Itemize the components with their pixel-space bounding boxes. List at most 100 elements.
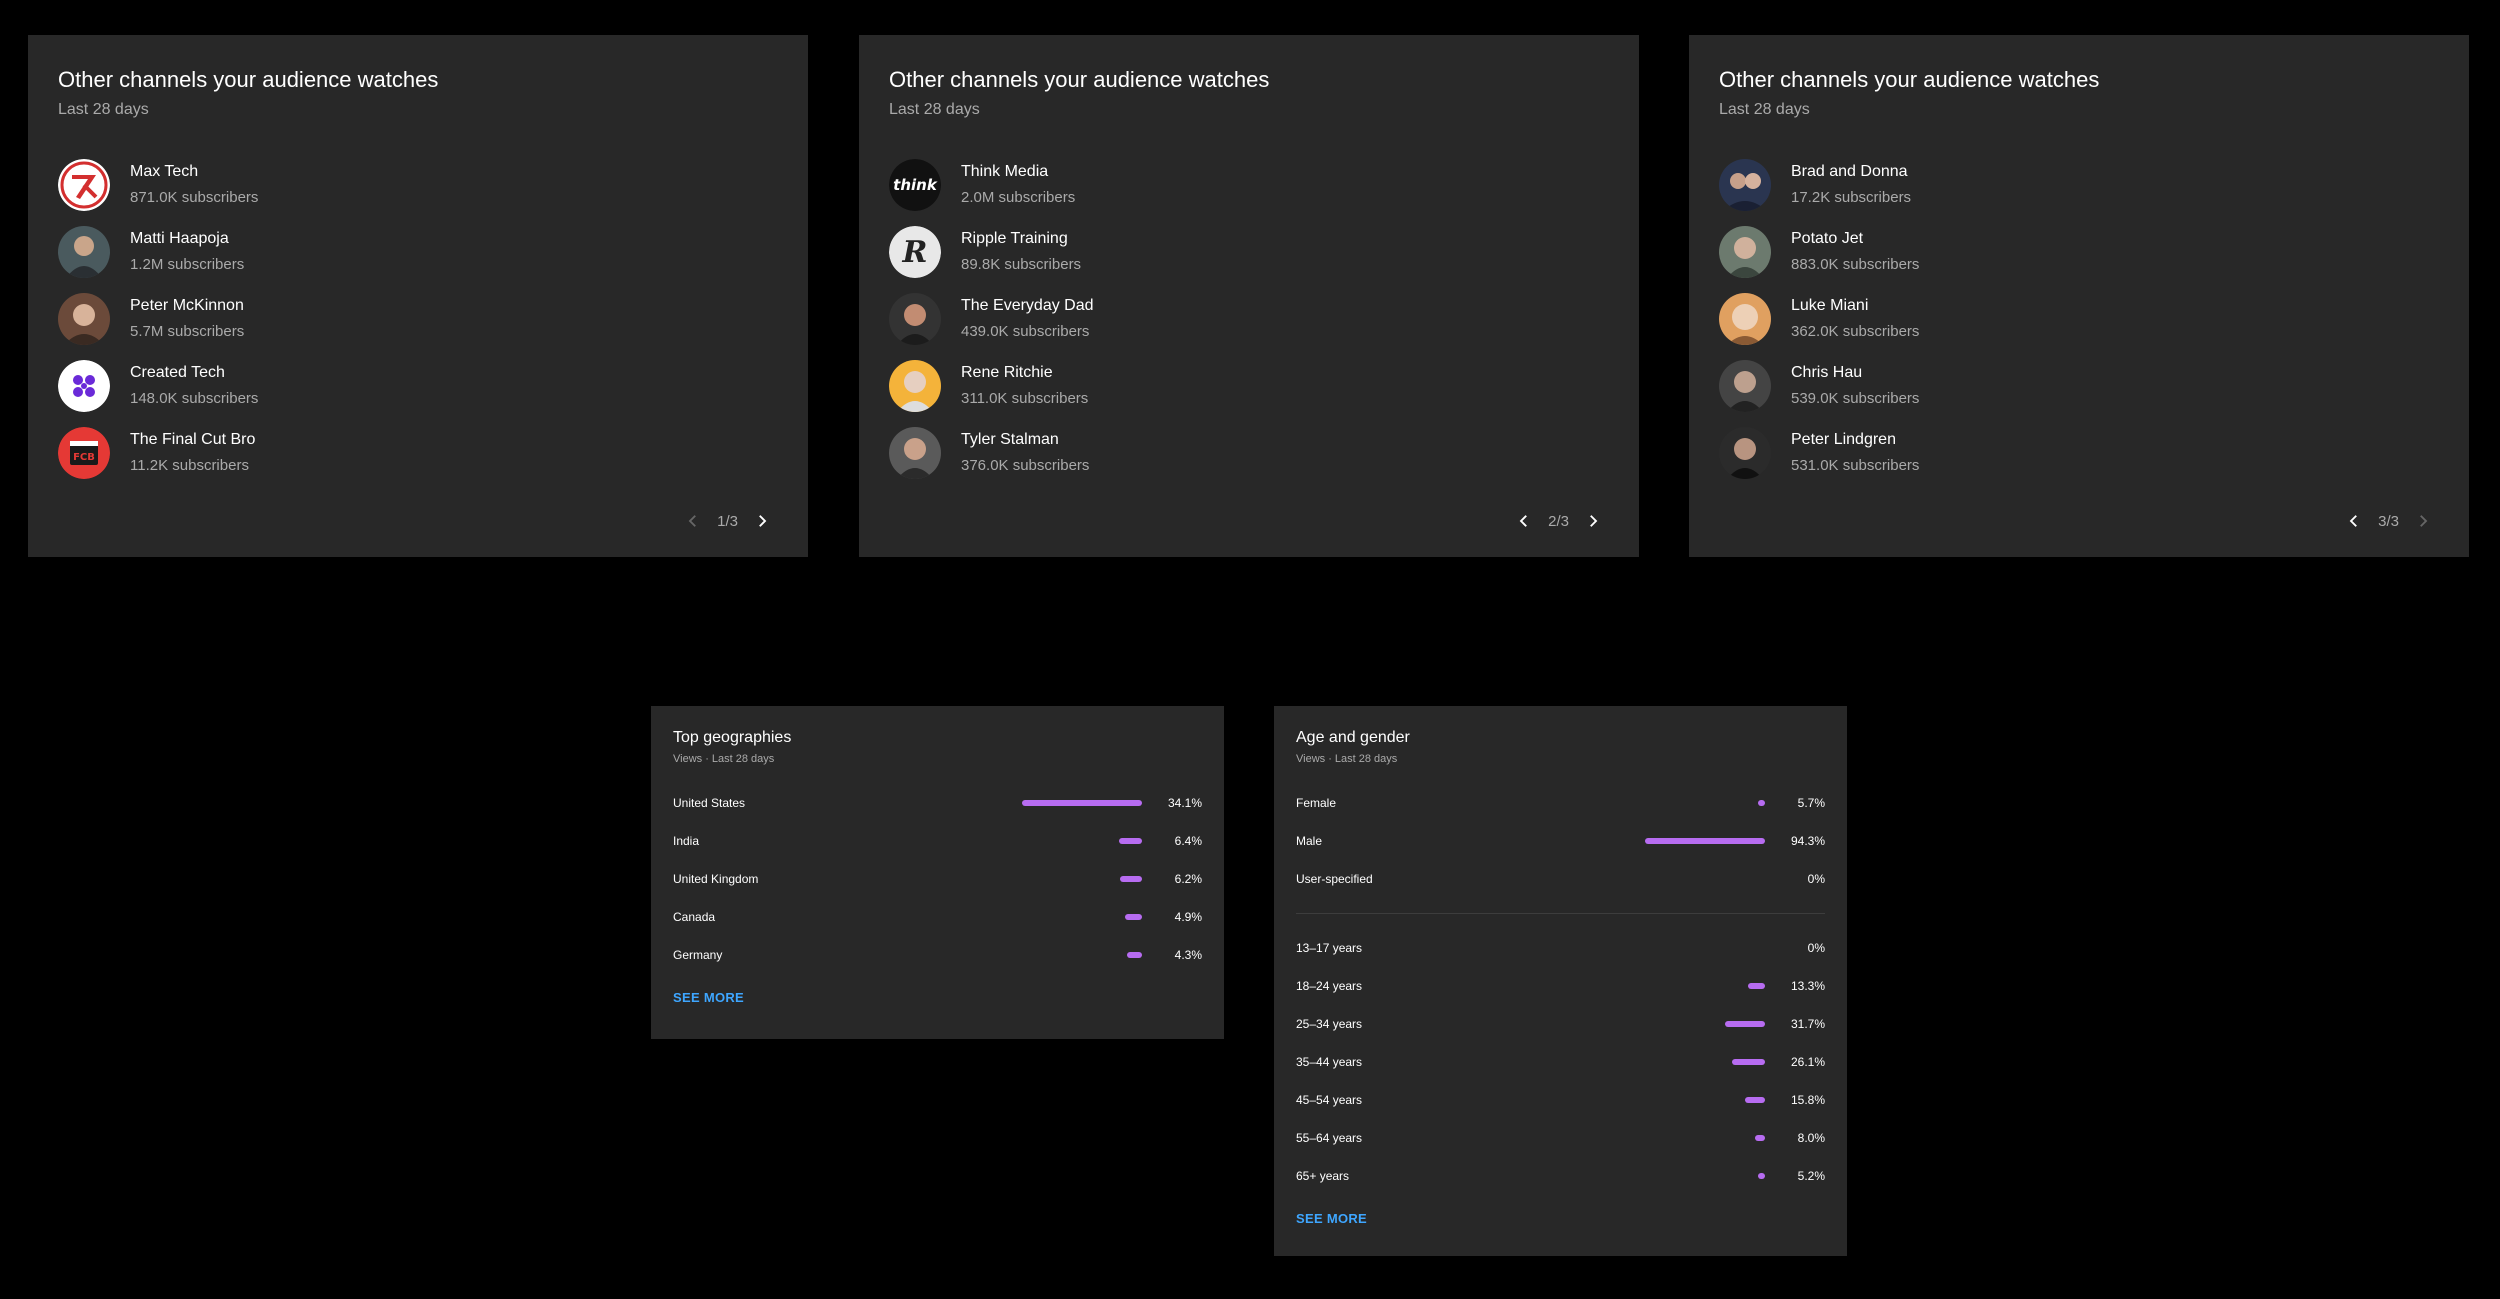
bar-track	[1645, 800, 1765, 806]
channel-name[interactable]: Think Media	[961, 162, 1049, 180]
channel-item[interactable]: Created Tech 148.0K subscribers	[58, 352, 778, 419]
channel-item[interactable]: Peter McKinnon 5.7M subscribers	[58, 285, 778, 352]
value-bar	[1724, 1021, 1765, 1027]
channel-name[interactable]: The Final Cut Bro	[130, 430, 256, 448]
channel-item[interactable]: FCB The Final Cut Bro 11.2K subscribers	[58, 419, 778, 486]
channel-name[interactable]: Luke Miani	[1791, 296, 1869, 314]
stat-value: 15.8%	[1790, 1093, 1825, 1107]
stat-label: Female	[1296, 796, 1337, 810]
channel-subscribers: 871.0K subscribers	[130, 188, 259, 206]
channel-item[interactable]: think Think Media 2.0M subscribers	[889, 151, 1609, 218]
channel-name[interactable]: Created Tech	[130, 363, 225, 381]
channel-name[interactable]: Chris Hau	[1791, 363, 1863, 381]
channel-subscribers: 376.0K subscribers	[961, 456, 1090, 474]
channel-name[interactable]: Rene Ritchie	[961, 363, 1053, 381]
channel-item[interactable]: Luke Miani 362.0K subscribers	[1719, 285, 2439, 352]
channel-list: think Think Media 2.0M subscribers R Rip…	[889, 151, 1609, 486]
pager: 1/3	[677, 505, 778, 537]
stat-value: 4.9%	[1174, 910, 1202, 924]
prev-page-button[interactable]	[677, 505, 709, 537]
page-indicator: 3/3	[2378, 512, 2399, 530]
channel-subscribers: 89.8K subscribers	[961, 255, 1082, 273]
next-page-button[interactable]	[2407, 505, 2439, 537]
stat-value: 34.1%	[1167, 796, 1202, 810]
chevron-left-icon	[2349, 515, 2358, 527]
bar-track	[1022, 838, 1142, 844]
channel-name[interactable]: Peter McKinnon	[130, 296, 244, 314]
person-avatar	[58, 225, 110, 278]
channel-item[interactable]: Peter Lindgren 531.0K subscribers	[1719, 419, 2439, 486]
card-title: Other channels your audience watches	[58, 67, 439, 92]
stat-value: 5.7%	[1797, 796, 1825, 810]
stat-label: 18–24 years	[1296, 979, 1363, 993]
channel-item[interactable]: The Everyday Dad 439.0K subscribers	[889, 285, 1609, 352]
svg-text:think: think	[893, 176, 938, 194]
stat-label: Canada	[673, 910, 716, 924]
channel-item[interactable]: Matti Haapoja 1.2M subscribers	[58, 218, 778, 285]
stat-label: 35–44 years	[1296, 1055, 1363, 1069]
value-bar	[1754, 1135, 1765, 1141]
stat-label: 25–34 years	[1296, 1017, 1363, 1031]
page-indicator: 2/3	[1548, 512, 1569, 530]
next-page-button[interactable]	[1577, 505, 1609, 537]
channel-name[interactable]: Tyler Stalman	[961, 430, 1059, 448]
channel-name[interactable]: Brad and Donna	[1791, 162, 1908, 180]
channel-name[interactable]: Ripple Training	[961, 229, 1068, 247]
card-title: Top geographies	[673, 729, 792, 746]
card-subtitle: Last 28 days	[889, 101, 980, 118]
channel-item[interactable]: Potato Jet 883.0K subscribers	[1719, 218, 2439, 285]
channel-name[interactable]: The Everyday Dad	[961, 296, 1094, 314]
channel-item[interactable]: Chris Hau 539.0K subscribers	[1719, 352, 2439, 419]
stat-label: Male	[1296, 834, 1323, 848]
channel-subscribers: 539.0K subscribers	[1791, 389, 1920, 407]
stat-value: 8.0%	[1797, 1131, 1825, 1145]
channel-item[interactable]: Max Tech 871.0K subscribers	[58, 151, 778, 218]
channel-name[interactable]: Matti Haapoja	[130, 229, 229, 247]
channel-item[interactable]: Tyler Stalman 376.0K subscribers	[889, 419, 1609, 486]
channel-name[interactable]: Max Tech	[130, 162, 199, 180]
see-more-link[interactable]: SEE MORE	[1296, 1211, 1368, 1226]
channel-subscribers: 1.2M subscribers	[130, 255, 245, 273]
stat-value: 31.7%	[1790, 1017, 1825, 1031]
stat-row: 65+ years 5.2%	[1296, 1157, 1825, 1195]
card-subtitle: Views · Last 28 days	[673, 753, 775, 765]
channel-subscribers: 883.0K subscribers	[1791, 255, 1920, 273]
card-title: Other channels your audience watches	[1719, 67, 2100, 92]
stat-label: 45–54 years	[1296, 1093, 1363, 1107]
stat-row: 18–24 years 13.3%	[1296, 967, 1825, 1005]
stat-value: 4.3%	[1174, 948, 1202, 962]
stat-value: 13.3%	[1790, 979, 1825, 993]
prev-page-button[interactable]	[2338, 505, 2370, 537]
chevron-right-icon	[2420, 515, 2428, 527]
value-bar	[1744, 1097, 1765, 1103]
next-page-button[interactable]	[746, 505, 778, 537]
chevron-right-icon	[759, 515, 767, 527]
channel-name[interactable]: Potato Jet	[1791, 229, 1864, 247]
channel-name[interactable]: Peter Lindgren	[1791, 430, 1896, 448]
channel-item[interactable]: R Ripple Training 89.8K subscribers	[889, 218, 1609, 285]
svg-text:R: R	[902, 235, 928, 270]
see-more-link[interactable]: SEE MORE	[673, 990, 745, 1005]
channel-item[interactable]: Rene Ritchie 311.0K subscribers	[889, 352, 1609, 419]
stat-row: 35–44 years 26.1%	[1296, 1043, 1825, 1081]
age-list: 13–17 years 0% 18–24 years 13.3% 25–34 years…	[1296, 929, 1825, 1195]
channel-item[interactable]: Brad and Donna 17.2K subscribers	[1719, 151, 2439, 218]
stat-row: Female 5.7%	[1296, 784, 1825, 822]
prev-page-button[interactable]	[1508, 505, 1540, 537]
person-avatar	[1719, 359, 1771, 412]
geography-list: United States 34.1% India 6.4% United Kingdo…	[673, 784, 1202, 974]
person-avatar	[1719, 292, 1771, 345]
channel-subscribers: 311.0K subscribers	[961, 389, 1089, 407]
value-bar	[1126, 952, 1142, 958]
person-avatar	[58, 292, 110, 345]
bar-track	[1645, 876, 1765, 882]
stat-value: 6.4%	[1174, 834, 1202, 848]
value-bar	[1022, 800, 1142, 806]
think-avatar: think	[889, 158, 941, 211]
pager: 2/3	[1508, 505, 1609, 537]
value-bar	[1748, 983, 1765, 989]
bar-track	[1645, 945, 1765, 951]
stat-row: India 6.4%	[673, 822, 1202, 860]
bar-track	[1645, 983, 1765, 989]
gender-list: Female 5.7% Male 94.3% User-specified 0%	[1296, 784, 1825, 898]
